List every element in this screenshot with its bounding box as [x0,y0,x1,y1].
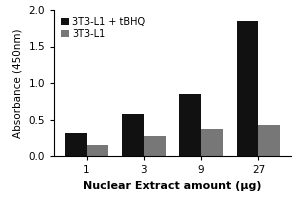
Bar [65,133,86,156]
X-axis label: Nuclear Extract amount (μg): Nuclear Extract amount (μg) [83,181,262,191]
Bar [237,21,259,156]
Bar [144,136,166,156]
Bar [86,145,108,156]
Y-axis label: Absorbance (450nm): Absorbance (450nm) [13,28,23,138]
Bar [259,125,280,156]
Legend: 3T3-L1 + tBHQ, 3T3-L1: 3T3-L1 + tBHQ, 3T3-L1 [59,15,148,41]
Bar [201,129,223,156]
Bar [122,114,144,156]
Bar [179,94,201,156]
